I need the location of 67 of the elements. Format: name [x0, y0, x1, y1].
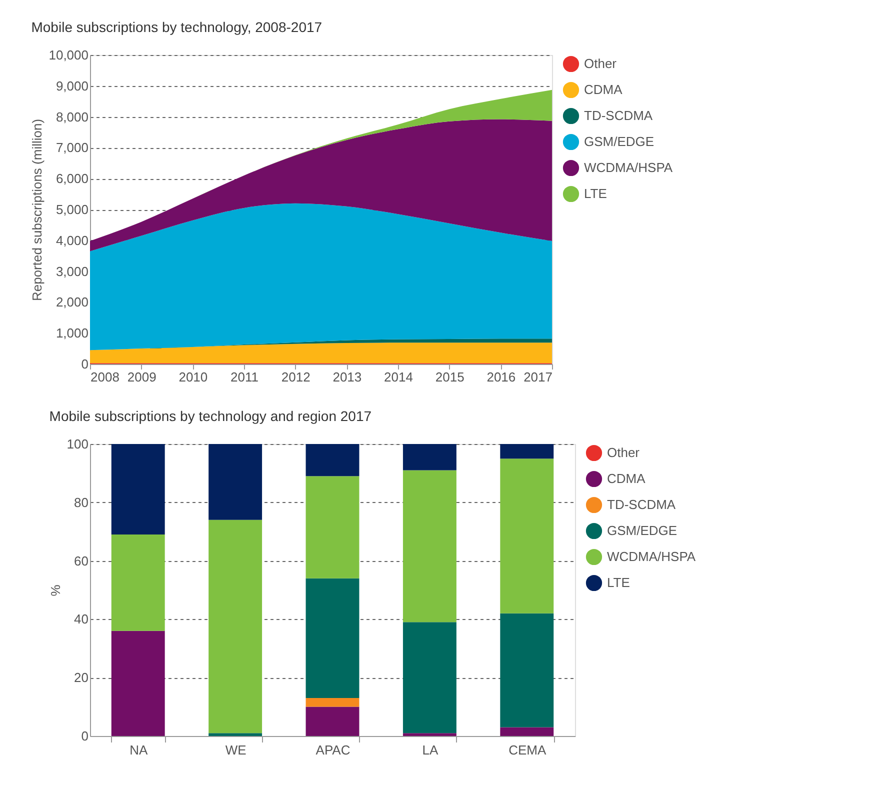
- legend-label: CDMA: [584, 82, 623, 97]
- bar: [208, 520, 262, 734]
- y-tick-label: 7,000: [56, 140, 88, 156]
- chart-title: Mobile subscriptions by technology and region 2017: [49, 408, 372, 424]
- bar: [111, 630, 165, 736]
- bar: [111, 444, 165, 535]
- x-tick-label: 2009: [127, 370, 156, 384]
- y-tick-label: 3,000: [56, 264, 88, 279]
- x-tick-label: 2017: [524, 370, 552, 384]
- x-tick-label: NA: [130, 742, 148, 758]
- bar: [208, 733, 262, 736]
- y-tick-label: 20: [74, 670, 88, 686]
- bar: [402, 444, 456, 470]
- legend-label: GSM/EDGE: [607, 523, 678, 538]
- y-tick-label: 80: [74, 494, 88, 510]
- legend-label: LTE: [607, 575, 630, 590]
- bar: [402, 470, 456, 622]
- y-tick-label: 0: [81, 356, 88, 372]
- legend-label: TD-SCDMA: [584, 108, 653, 123]
- legend-label: WCDMA/HSPA: [607, 549, 696, 564]
- bar: [500, 444, 554, 459]
- bar: [306, 444, 360, 476]
- bar: [306, 706, 360, 736]
- x-tick-label: CEMA: [508, 742, 546, 758]
- y-axis-title: Reported subscriptions (million): [30, 118, 45, 302]
- legend-label: TD-SCDMA: [607, 497, 676, 512]
- y-tick-label: 40: [74, 612, 88, 627]
- legend-label: WCDMA/HSPA: [584, 160, 673, 175]
- y-tick-label: 1,000: [56, 326, 88, 341]
- y-tick-label: 6,000: [56, 171, 88, 186]
- y-tick-label: 100: [66, 436, 88, 452]
- legend-label: LTE: [584, 186, 608, 201]
- y-tick-label: 4,000: [56, 232, 88, 248]
- y-tick-label: 2,000: [56, 294, 88, 310]
- y-tick-label: 5,000: [56, 202, 88, 217]
- bar: [500, 727, 554, 736]
- bar: [111, 534, 165, 631]
- chart-title: Mobile subscriptions by technology, 2008-2017: [31, 19, 322, 35]
- y-tick-label: 10,000: [48, 48, 88, 62]
- bar: [208, 444, 262, 520]
- legend-label: Other: [607, 445, 640, 460]
- x-tick-label: 2013: [332, 370, 362, 384]
- bar: [306, 698, 360, 707]
- legend-label: Other: [584, 56, 618, 71]
- y-tick-label: 60: [74, 553, 88, 568]
- bar: [500, 458, 554, 614]
- x-tick-label: 2015: [435, 370, 464, 384]
- y-axis-title: %: [48, 584, 63, 596]
- x-tick-label: 2016: [486, 370, 516, 384]
- x-tick-label: 2014: [384, 370, 413, 384]
- bar: [306, 476, 360, 578]
- x-tick-label: WE: [225, 742, 247, 758]
- bar: [402, 622, 456, 734]
- legend-label: GSM/EDGE: [584, 134, 654, 149]
- x-tick-label: APAC: [316, 742, 350, 758]
- y-tick-label: 8,000: [56, 109, 88, 124]
- x-tick-label: 2011: [230, 370, 258, 384]
- x-tick-label: LA: [422, 742, 438, 758]
- y-tick-label: 0: [81, 728, 88, 744]
- bar: [500, 613, 554, 728]
- x-tick-label: 2008: [90, 370, 120, 384]
- bar: [402, 733, 456, 736]
- x-tick-label: 2010: [178, 370, 208, 384]
- y-tick-label: 9,000: [56, 78, 88, 94]
- legend-label: CDMA: [607, 471, 646, 486]
- x-tick-label: 2012: [281, 370, 310, 384]
- bar: [306, 578, 360, 698]
